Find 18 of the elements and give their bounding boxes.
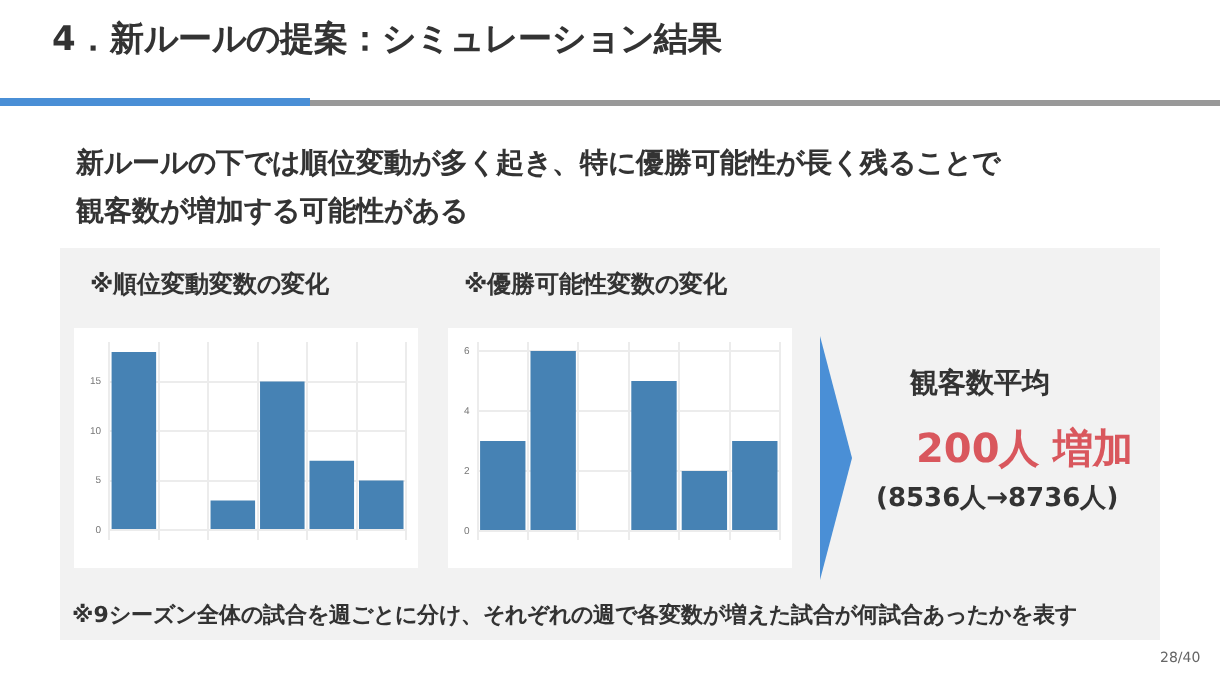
bar xyxy=(111,351,157,530)
bar xyxy=(631,381,677,530)
bar xyxy=(260,381,305,530)
text: 200人 増加 xyxy=(916,422,1134,476)
bar xyxy=(210,500,256,530)
text: 新ルールの下では順位変動が多く起き、特に優勝可能性が長く残ることで観客数が増加する可能性がある xyxy=(76,145,1003,232)
text: ※9シーズン全体の試合を週ごとに分け、それぞれの週で各変数が増えた試合が何試合あったかを表す xyxy=(72,600,1077,630)
chart-title: ※優勝可能性変数の変化 xyxy=(464,268,728,302)
bar xyxy=(480,441,526,530)
bar xyxy=(358,480,404,530)
bar xyxy=(681,471,728,530)
text: (8536人→8736人) xyxy=(876,482,1119,516)
text: 4．新ルールの提案：シミュレーション結果 xyxy=(52,18,722,62)
bar xyxy=(732,441,778,530)
chart-title: ※順位変動変数の変化 xyxy=(90,268,330,302)
bar xyxy=(530,351,576,530)
bar xyxy=(309,460,355,530)
text: 観客数平均 xyxy=(910,366,1050,402)
